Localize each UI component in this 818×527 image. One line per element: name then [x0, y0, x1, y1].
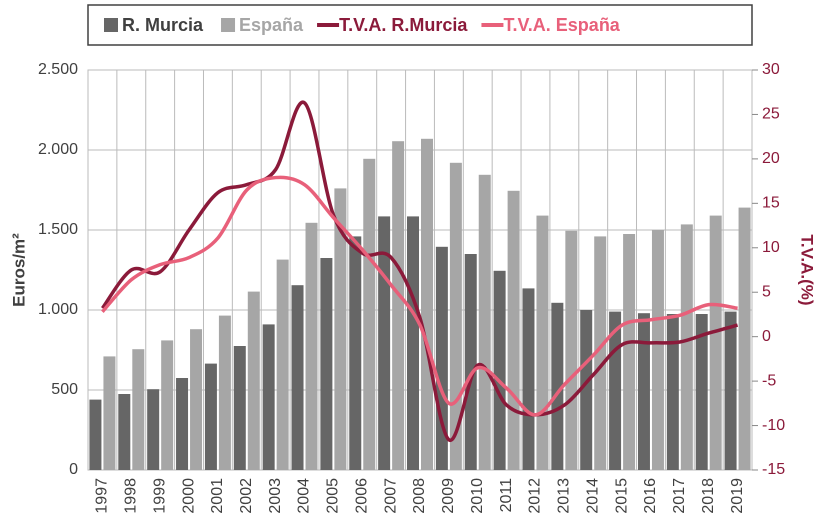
- legend-label: España: [239, 15, 304, 35]
- x-tick-label: 2015: [613, 478, 630, 514]
- bar: [334, 188, 347, 470]
- x-tick-label: 2011: [498, 478, 515, 513]
- bar: [118, 394, 131, 470]
- x-tick-label: 2017: [671, 478, 688, 514]
- x-tick-label: 1999: [151, 478, 168, 514]
- y2-tick-label: -15: [762, 461, 785, 478]
- line: [101, 175, 738, 417]
- y2-axis-label: T.V.A.(%): [798, 234, 817, 305]
- legend-box: [87, 4, 753, 46]
- bar: [565, 230, 578, 470]
- bar: [291, 285, 304, 470]
- y-axis-label: Euros/m²: [9, 233, 28, 307]
- x-tick-label: 2010: [469, 478, 486, 514]
- bar: [666, 314, 679, 470]
- x-tick-label: 2005: [325, 478, 342, 514]
- y-tick-label: 0: [69, 461, 78, 478]
- bar: [262, 324, 275, 470]
- bar: [464, 254, 477, 470]
- y-tick-label: 2.000: [38, 141, 78, 158]
- bar: [522, 288, 535, 470]
- bar: [637, 313, 650, 470]
- x-tick-label: 2012: [527, 478, 544, 514]
- y2-tick-label: 30: [762, 61, 780, 78]
- bar: [695, 314, 708, 470]
- bar: [551, 302, 564, 470]
- x-tick-label: 2006: [353, 478, 370, 514]
- bar: [449, 162, 462, 471]
- bar: [623, 234, 636, 470]
- y-tick-label: 1.000: [38, 301, 78, 318]
- bar: [161, 340, 174, 470]
- bar: [507, 190, 520, 471]
- bar: [176, 378, 189, 470]
- y2-tick-label: 20: [762, 150, 780, 167]
- bar: [89, 399, 102, 470]
- y2-tick-label: 5: [762, 283, 771, 300]
- y-tick-label: 500: [51, 381, 78, 398]
- x-tick-label: 2002: [238, 478, 255, 514]
- bar: [190, 329, 203, 470]
- bar: [738, 207, 751, 470]
- bar: [233, 346, 246, 470]
- x-tick-label: 2014: [584, 478, 601, 514]
- x-tick-label: 2000: [180, 478, 197, 514]
- bar: [392, 141, 405, 470]
- bar: [305, 222, 318, 470]
- bar: [132, 349, 145, 470]
- bar: [276, 259, 289, 470]
- x-tick-label: 1997: [94, 478, 111, 514]
- bar: [493, 270, 506, 470]
- x-tick-label: 2008: [411, 478, 428, 514]
- legend-label: T.V.A. España: [503, 15, 620, 35]
- bar: [709, 215, 722, 470]
- bar: [407, 216, 419, 470]
- bar: [651, 230, 664, 470]
- x-tick-label: 2013: [556, 478, 573, 514]
- y2-tick-label: -5: [762, 372, 776, 389]
- legend-swatch: [104, 18, 118, 32]
- bar: [320, 258, 333, 470]
- x-tick-label: 1998: [123, 478, 140, 514]
- bar: [421, 138, 433, 471]
- bar: [478, 174, 491, 471]
- x-tick-label: 2019: [729, 478, 746, 514]
- y2-tick-label: 15: [762, 195, 780, 212]
- bar: [147, 389, 160, 470]
- legend-swatch: [221, 18, 236, 32]
- bar: [724, 311, 737, 470]
- y2-tick-label: -10: [762, 417, 785, 434]
- bar: [536, 215, 549, 470]
- bar: [680, 224, 693, 470]
- y2-tick-label: 10: [762, 239, 780, 256]
- bar: [580, 310, 593, 470]
- y2-tick-label: 0: [762, 328, 771, 345]
- x-tick-label: 2009: [440, 478, 457, 514]
- x-tick-label: 2016: [642, 478, 659, 514]
- y2-tick-label: 25: [762, 106, 780, 123]
- bar: [363, 158, 376, 471]
- bar: [204, 363, 217, 470]
- legend-label: T.V.A. R.Murcia: [339, 15, 468, 35]
- bar: [103, 356, 116, 470]
- bar: [218, 315, 231, 470]
- x-tick-label: 2018: [700, 478, 717, 514]
- line: [101, 100, 739, 442]
- x-tick-label: 2003: [267, 478, 284, 514]
- bar: [349, 236, 362, 470]
- legend-label: R. Murcia: [122, 15, 204, 35]
- x-tick-label: 2004: [296, 478, 313, 514]
- y-tick-label: 1.500: [38, 221, 78, 238]
- bar: [247, 291, 260, 470]
- x-tick-label: 2001: [209, 478, 226, 514]
- bar: [594, 236, 607, 470]
- y-tick-label: 2.500: [38, 61, 78, 78]
- x-tick-label: 2007: [382, 478, 399, 514]
